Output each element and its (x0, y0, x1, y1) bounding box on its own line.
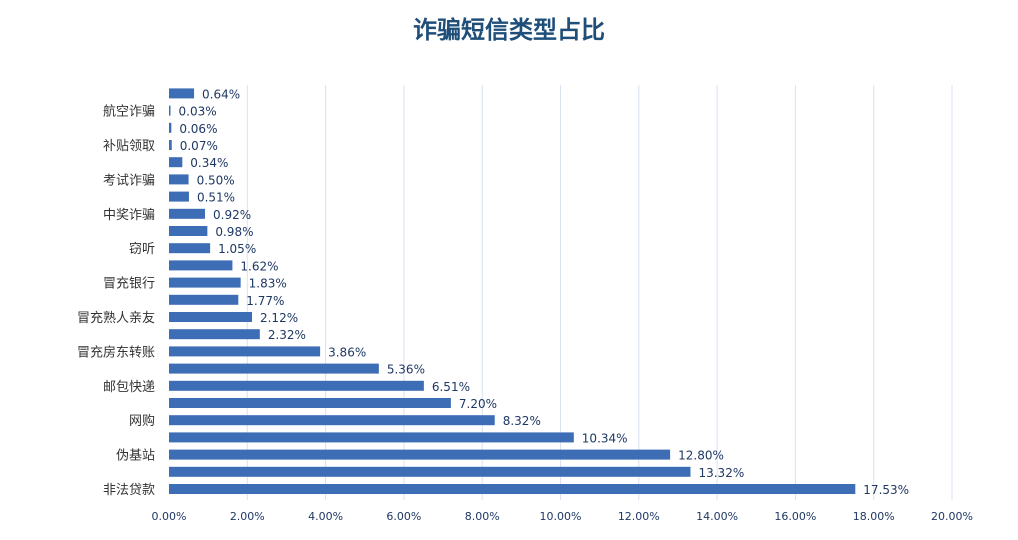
data-label: 0.34% (190, 156, 228, 170)
category-label: 中奖诈骗 (103, 208, 155, 223)
data-label: 1.83% (249, 277, 287, 291)
data-label: 2.32% (268, 328, 306, 342)
data-label: 0.07% (180, 139, 218, 153)
bar (169, 294, 239, 305)
x-tick-label: 14.00% (696, 510, 738, 523)
category-label: 补贴领取 (103, 139, 155, 154)
bar (169, 157, 183, 168)
data-label: 0.50% (197, 173, 235, 187)
data-label: 8.32% (503, 414, 541, 428)
category-label: 伪基站 (116, 449, 155, 464)
data-label: 0.06% (179, 122, 217, 136)
data-label: 1.05% (218, 242, 256, 256)
x-tick-label: 12.00% (618, 510, 660, 523)
data-label: 3.86% (328, 345, 366, 359)
data-label: 17.53% (863, 483, 909, 497)
data-label: 1.62% (240, 259, 278, 273)
x-tick-label: 2.00% (230, 510, 265, 523)
category-label: 网购 (129, 413, 155, 429)
chart-title: 诈骗短信类型占比 (413, 16, 605, 44)
bar (169, 398, 451, 408)
category-label: 航空诈骗 (103, 104, 155, 120)
bar (169, 415, 495, 426)
bar (169, 260, 233, 271)
bar (169, 88, 195, 99)
data-label: 0.64% (202, 87, 240, 101)
bar (169, 140, 172, 150)
bar (169, 277, 241, 288)
bar (169, 449, 671, 460)
bar (169, 466, 691, 477)
data-label: 2.12% (260, 311, 298, 325)
bar (169, 312, 252, 322)
data-label: 0.98% (215, 225, 253, 239)
bar (169, 191, 189, 202)
data-label: 0.03% (179, 105, 217, 119)
x-tick-label: 18.00% (853, 510, 895, 523)
bar (169, 432, 574, 443)
bar (169, 105, 171, 116)
bar (169, 380, 424, 391)
bar (169, 243, 211, 254)
x-tick-label: 4.00% (308, 510, 343, 523)
bar (169, 329, 260, 340)
x-tick-label: 16.00% (774, 510, 816, 523)
category-label: 考试诈骗 (103, 173, 155, 188)
category-label: 非法贷款 (103, 483, 155, 498)
data-label: 5.36% (387, 363, 425, 377)
bar (169, 226, 208, 236)
x-tick-label: 6.00% (386, 510, 421, 523)
data-label: 10.34% (582, 431, 628, 445)
bar (169, 346, 321, 357)
data-label: 1.77% (246, 294, 284, 308)
x-tick-label: 20.00% (931, 510, 973, 523)
x-tick-label: 0.00% (152, 510, 187, 523)
data-label: 0.92% (213, 208, 251, 222)
category-label: 冒充熟人亲友 (77, 310, 155, 326)
category-label: 冒充银行 (103, 276, 155, 292)
data-label: 0.51% (197, 191, 235, 205)
category-label: 邮包快递 (103, 380, 155, 395)
bar (169, 363, 379, 374)
x-tick-label: 8.00% (465, 510, 500, 523)
data-label: 7.20% (459, 397, 497, 411)
bar (169, 208, 206, 219)
category-label: 冒充房东转账 (77, 344, 155, 360)
data-label: 13.32% (698, 466, 744, 480)
bar (169, 122, 172, 133)
bar (169, 174, 189, 185)
bar (169, 484, 856, 494)
x-tick-label: 10.00% (540, 510, 582, 523)
data-label: 6.51% (432, 380, 470, 394)
data-label: 12.80% (678, 449, 724, 463)
category-label: 窃听 (129, 241, 155, 257)
